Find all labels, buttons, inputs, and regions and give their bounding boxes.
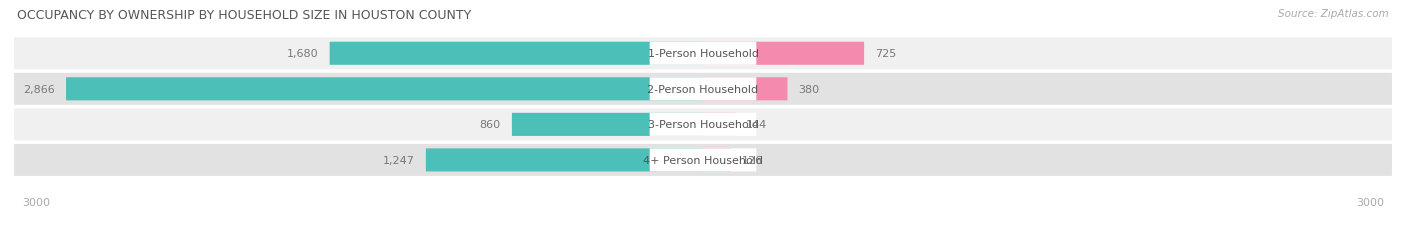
Text: 725: 725 [875,49,897,59]
Text: 1,680: 1,680 [287,49,319,59]
Text: 126: 126 [742,155,763,165]
FancyBboxPatch shape [14,73,1392,105]
Text: 144: 144 [747,120,768,130]
Text: 860: 860 [479,120,501,130]
FancyBboxPatch shape [703,43,865,66]
FancyBboxPatch shape [650,78,756,101]
FancyBboxPatch shape [650,149,756,172]
Text: 2-Person Household: 2-Person Household [647,85,759,94]
Text: Source: ZipAtlas.com: Source: ZipAtlas.com [1278,9,1389,19]
FancyBboxPatch shape [650,43,756,66]
Text: 380: 380 [799,85,820,94]
FancyBboxPatch shape [14,109,1392,141]
FancyBboxPatch shape [426,149,703,172]
FancyBboxPatch shape [703,149,731,172]
FancyBboxPatch shape [14,38,1392,70]
Text: 2,866: 2,866 [24,85,55,94]
Text: 1,247: 1,247 [382,155,415,165]
FancyBboxPatch shape [66,78,703,101]
FancyBboxPatch shape [703,78,787,101]
FancyBboxPatch shape [650,113,756,136]
Text: OCCUPANCY BY OWNERSHIP BY HOUSEHOLD SIZE IN HOUSTON COUNTY: OCCUPANCY BY OWNERSHIP BY HOUSEHOLD SIZE… [17,9,471,22]
FancyBboxPatch shape [512,113,703,136]
Text: 1-Person Household: 1-Person Household [648,49,758,59]
FancyBboxPatch shape [14,144,1392,176]
Text: 4+ Person Household: 4+ Person Household [643,155,763,165]
Text: 3-Person Household: 3-Person Household [648,120,758,130]
FancyBboxPatch shape [703,113,735,136]
FancyBboxPatch shape [329,43,703,66]
